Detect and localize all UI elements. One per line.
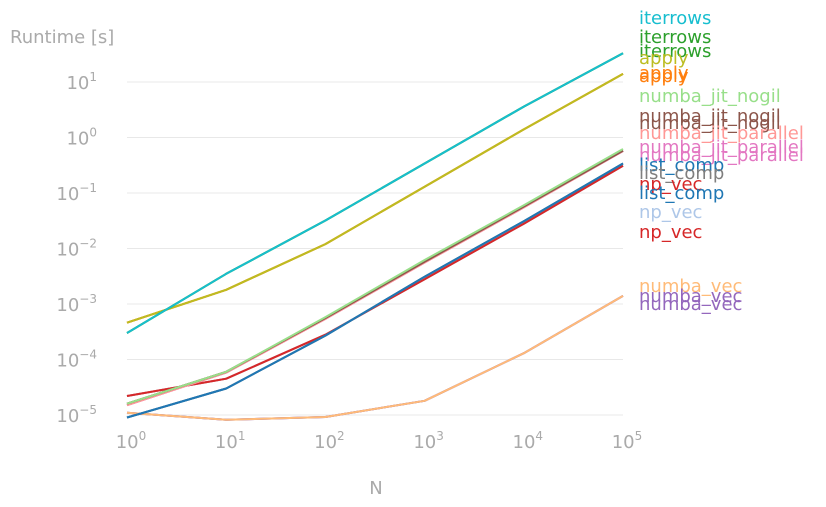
series-line-np_vec xyxy=(127,166,623,396)
y-tick-label: 10−3 xyxy=(56,292,97,316)
y-axis-label: Runtime [s] xyxy=(10,27,114,48)
legend-label: numba_jit_nogil xyxy=(639,86,781,107)
y-tick-label: 10−5 xyxy=(56,403,97,427)
y-tick-label: 10−4 xyxy=(56,348,97,372)
series-line-numba_jit_nogil xyxy=(127,149,623,404)
x-axis-label: N xyxy=(369,478,382,499)
series-line-numba_vec xyxy=(127,296,623,420)
series-line-apply xyxy=(127,74,623,323)
y-grid-lines xyxy=(127,82,623,415)
series-line-numba_jit_parallel xyxy=(127,151,623,405)
x-tick-label: 103 xyxy=(413,429,444,453)
legend-label: np_vec xyxy=(639,222,702,243)
series-line-numba_vec xyxy=(127,296,623,420)
series-line-np_vec xyxy=(127,166,623,396)
legend-label: numba_vec xyxy=(639,294,742,315)
legend-label: iterrows xyxy=(639,8,711,29)
x-tick-label: 100 xyxy=(116,429,147,453)
series-line-np_vec xyxy=(127,166,623,396)
series-line-numba_jit_nogil xyxy=(127,151,623,404)
series-lines xyxy=(127,53,623,420)
series-line-apply xyxy=(127,74,623,323)
y-tick-label: 101 xyxy=(66,70,97,94)
legend-label: apply xyxy=(639,66,689,87)
y-tick-label: 100 xyxy=(66,126,97,150)
x-tick-label: 102 xyxy=(314,429,345,453)
y-tick-label: 10−2 xyxy=(56,237,97,261)
x-tick-label: 104 xyxy=(513,429,544,453)
legend-label: np_vec xyxy=(639,202,702,223)
series-line-apply xyxy=(127,74,623,323)
legend-label: list_comp xyxy=(639,183,724,204)
y-tick-labels: 10−5 10−4 10−3 10−2 10−1 100 101 xyxy=(56,70,97,427)
series-line-numba_jit_nogil xyxy=(127,151,623,404)
y-tick-label: 10−1 xyxy=(56,181,97,205)
series-line-numba_vec xyxy=(127,296,623,420)
series-line-numba_jit_parallel xyxy=(127,151,623,405)
x-tick-label: 105 xyxy=(612,429,643,453)
x-tick-labels: 100 101 102 103 104 105 xyxy=(116,429,643,453)
series-line-numba_jit_parallel xyxy=(127,151,623,405)
legend: iterrowsiterrowsiterrowsapplyapplyapplyn… xyxy=(639,8,804,315)
x-tick-label: 101 xyxy=(215,429,246,453)
